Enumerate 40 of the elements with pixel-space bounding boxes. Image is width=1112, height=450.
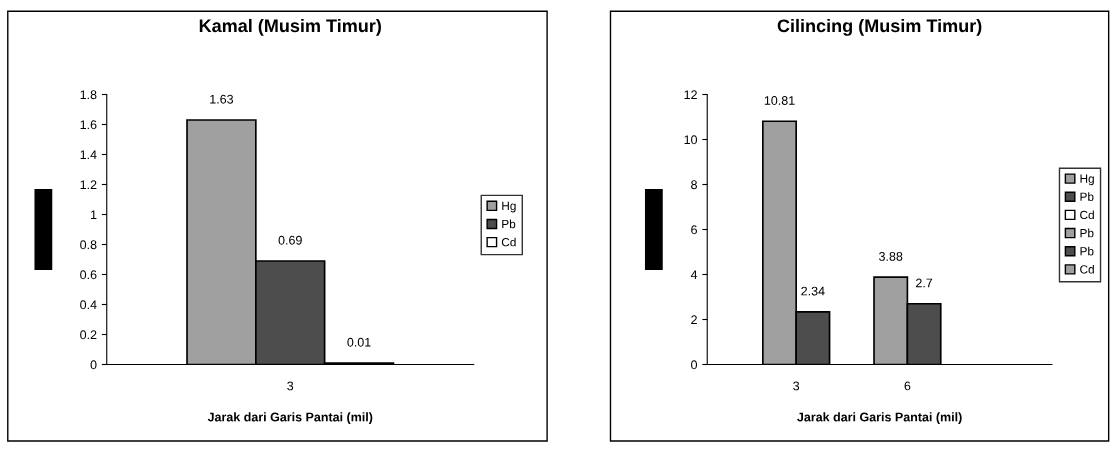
y-tick-label: 1.8 — [80, 90, 97, 100]
y-tick-label: 12 — [684, 90, 697, 100]
y-tick-label: 8 — [691, 180, 697, 190]
y-tick-label: 0.6 — [80, 270, 97, 280]
data-label: 2.34 — [801, 286, 825, 296]
y-tick-label: 1 — [91, 210, 97, 220]
y-tick-label: 2 — [691, 315, 697, 325]
y-tick-label: 1.4 — [80, 150, 97, 160]
y-tick-label: 0 — [691, 360, 698, 370]
data-label: 0.69 — [278, 235, 302, 245]
y-tick-label: 0.8 — [80, 240, 97, 250]
legend-label: Pb — [1080, 228, 1094, 238]
x-tick-label: 3 — [793, 381, 800, 391]
x-axis-title: Jarak dari Garis Pantai (mil) — [797, 412, 962, 424]
legend-label: Hg — [1080, 174, 1094, 186]
y-tick-label: 6 — [691, 225, 697, 235]
data-label: 0.01 — [347, 337, 371, 347]
y-tick-label: 0.2 — [80, 330, 97, 340]
data-label: 3.88 — [879, 251, 903, 261]
legend-label: Pb — [502, 219, 516, 229]
legend-label: Pb — [1080, 192, 1094, 201]
data-label: 10.81 — [764, 96, 795, 105]
y-tick-label: 1.6 — [80, 120, 97, 130]
x-tick-label: 6 — [904, 381, 911, 391]
legend-label: Cd — [1080, 210, 1094, 220]
x-axis-title: Jarak dari Garis Pantai (mil) — [207, 412, 373, 424]
chart-title: Cilincing (Musim Timur) — [777, 18, 982, 36]
y-tick-label: 1.2 — [80, 180, 97, 190]
data-label: 1.63 — [210, 94, 234, 104]
legend-label: Cd — [501, 237, 516, 247]
y-tick-label: 0.4 — [80, 300, 97, 310]
legend-label: Pb — [1080, 246, 1094, 256]
chart-title: Kamal (Musim Timur) — [199, 18, 381, 36]
x-tick-label: 3 — [287, 381, 294, 391]
y-tick-label: 4 — [690, 270, 698, 280]
data-label: 2.7 — [916, 278, 933, 288]
y-tick-label: 0 — [90, 360, 97, 370]
y-tick-label: 10 — [684, 135, 698, 145]
legend-label: Hg — [502, 201, 516, 213]
legend-label: Cd — [1080, 264, 1094, 274]
